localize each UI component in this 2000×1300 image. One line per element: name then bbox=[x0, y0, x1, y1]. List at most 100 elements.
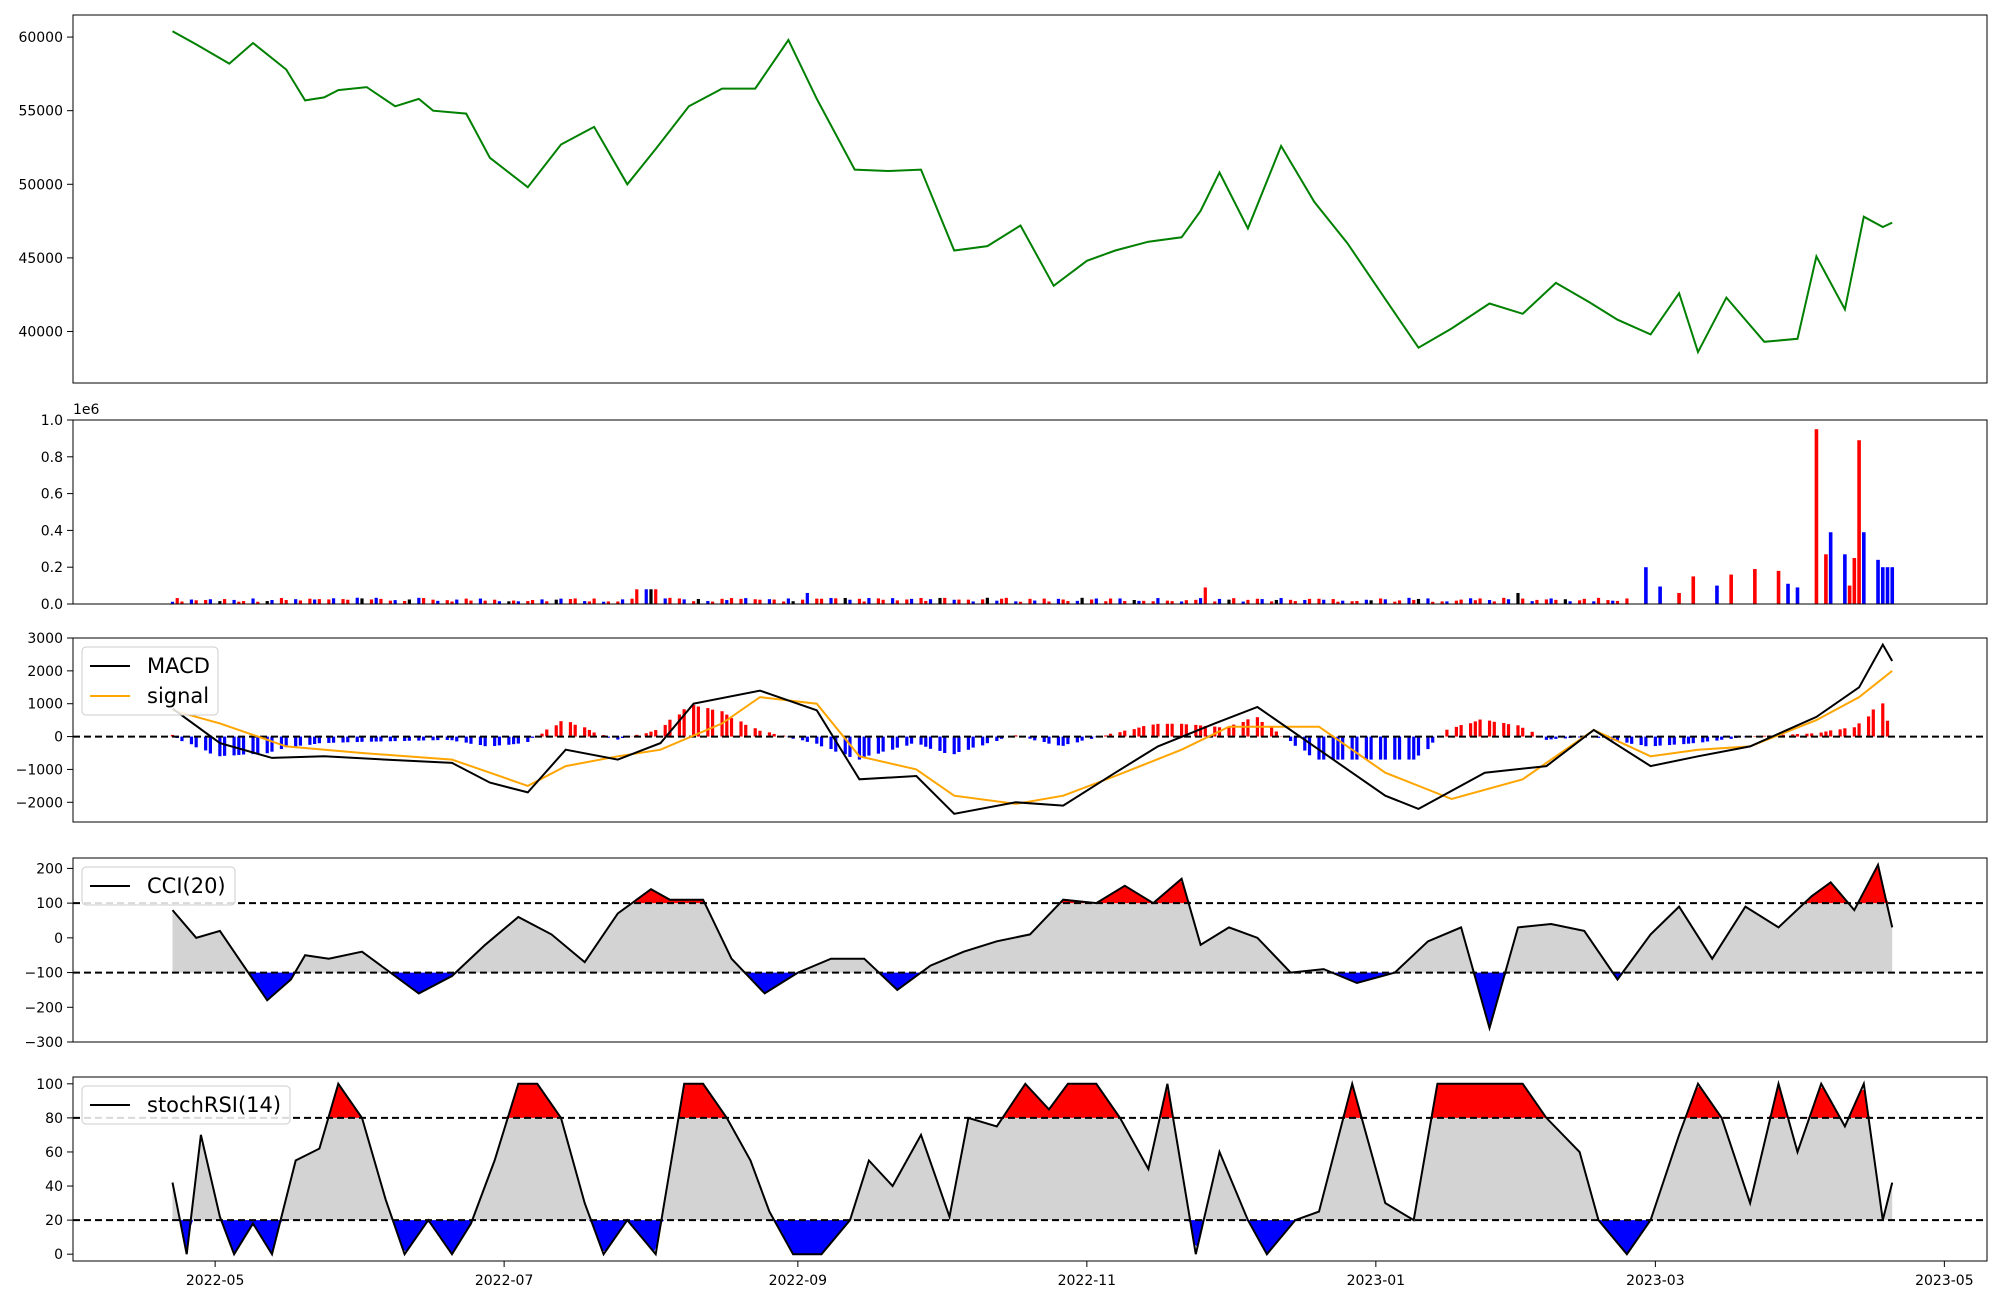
macd-histogram-bar bbox=[857, 736, 862, 760]
cci-point bbox=[616, 912, 619, 915]
volume-bar bbox=[1341, 600, 1345, 604]
stochrsi-point bbox=[493, 1159, 496, 1162]
volume-ytick-label: 0.4 bbox=[41, 523, 63, 539]
macd-histogram-bar bbox=[1625, 736, 1629, 743]
volume-bar bbox=[1132, 600, 1136, 604]
price-point bbox=[1881, 225, 1884, 228]
cci-point bbox=[1152, 902, 1155, 905]
signal-point bbox=[285, 745, 288, 748]
volume-bar bbox=[616, 601, 620, 604]
volume-bar bbox=[1426, 598, 1430, 604]
macd-histogram-bar bbox=[668, 719, 672, 737]
macd-histogram-bar bbox=[464, 736, 468, 743]
price-point bbox=[465, 112, 468, 115]
price-point bbox=[285, 68, 288, 71]
volume-bar bbox=[1246, 599, 1250, 604]
macd-histogram-bar bbox=[1667, 736, 1672, 746]
volume-bar bbox=[791, 601, 795, 604]
volume-bar bbox=[559, 598, 563, 604]
volume-bar bbox=[507, 601, 511, 604]
macd-histogram-bar bbox=[1307, 736, 1312, 756]
volume-bar bbox=[1530, 601, 1534, 604]
cci-point bbox=[1199, 943, 1202, 946]
macd-histogram-bar bbox=[1819, 732, 1823, 737]
price-point bbox=[195, 43, 198, 46]
cci-point bbox=[1516, 926, 1519, 929]
cci-point bbox=[1711, 957, 1714, 960]
volume-bar bbox=[1303, 599, 1307, 604]
cci-point bbox=[1460, 926, 1463, 929]
cci-point bbox=[304, 954, 307, 957]
macd-histogram-bar bbox=[938, 736, 942, 751]
price-line bbox=[172, 30, 1893, 355]
price-point bbox=[1678, 292, 1681, 295]
volume-bar bbox=[924, 600, 928, 604]
macd-point bbox=[858, 778, 861, 781]
macd-point bbox=[1317, 748, 1320, 751]
macd-histogram-bar bbox=[374, 736, 378, 742]
volume-bar bbox=[919, 597, 923, 604]
volume-bar bbox=[834, 598, 838, 604]
macd-histogram-bar bbox=[1350, 736, 1354, 760]
volume-bar bbox=[421, 598, 426, 604]
macd-histogram-bar bbox=[516, 736, 520, 744]
volume-bar bbox=[1279, 598, 1283, 604]
price-point bbox=[394, 105, 397, 108]
cci-point bbox=[1029, 933, 1032, 936]
stochrsi-point bbox=[294, 1159, 297, 1162]
macd-histogram-bar bbox=[1838, 729, 1842, 737]
stochrsi-point bbox=[602, 1253, 605, 1256]
macd-histogram-bar bbox=[843, 736, 847, 755]
macd-histogram-bar bbox=[1701, 736, 1705, 743]
volume-bar bbox=[1378, 598, 1383, 604]
macd-histogram-bar bbox=[767, 732, 772, 737]
volume-bar bbox=[1843, 554, 1847, 604]
volume-bar bbox=[1033, 600, 1037, 604]
macd-histogram-bar bbox=[1468, 723, 1473, 737]
macd-histogram-bar bbox=[1336, 736, 1340, 760]
stochrsi-point bbox=[318, 1147, 321, 1150]
macd-legend-label: MACD bbox=[147, 654, 210, 678]
cci-panel: −300 −200 −100 0 100 200 CCI(20) bbox=[25, 857, 1988, 1051]
stochrsi-point bbox=[1166, 1082, 1169, 1085]
macd-histogram-bar bbox=[1322, 736, 1326, 760]
volume-bar bbox=[331, 598, 336, 604]
volume-bar bbox=[943, 597, 947, 604]
macd-histogram-bar bbox=[1056, 736, 1061, 746]
macd-histogram-bar bbox=[649, 731, 653, 737]
volume-bar bbox=[568, 598, 573, 604]
volume-bar bbox=[1307, 598, 1312, 604]
macd-histogram-bar bbox=[1563, 736, 1567, 739]
signal-point bbox=[659, 748, 662, 751]
stochrsi-point bbox=[1119, 1116, 1122, 1119]
volume-bar bbox=[952, 599, 956, 604]
volume-bar bbox=[237, 601, 241, 604]
volume-bar bbox=[379, 598, 383, 604]
volume-bar bbox=[204, 599, 208, 604]
cci-ytick-label: 100 bbox=[36, 896, 63, 912]
price-ytick-label: 50000 bbox=[18, 177, 63, 193]
macd-histogram-bar bbox=[1549, 736, 1553, 740]
stochrsi-point bbox=[702, 1082, 705, 1085]
macd-histogram-bar bbox=[677, 714, 682, 737]
volume-ytick-label: 0.2 bbox=[41, 560, 63, 576]
macd-histogram-bar bbox=[1653, 736, 1657, 747]
macd-histogram-bar bbox=[317, 736, 321, 744]
macd-point bbox=[488, 781, 491, 784]
stochrsi-point bbox=[1218, 1150, 1221, 1153]
macd-histogram-bar bbox=[403, 736, 407, 741]
cci-point bbox=[583, 961, 586, 964]
volume-bar bbox=[786, 598, 790, 604]
macd-histogram-bar bbox=[379, 736, 383, 742]
macd-histogram-bar bbox=[725, 714, 729, 737]
signal-point bbox=[721, 722, 724, 725]
macd-histogram-bar bbox=[616, 736, 620, 740]
volume-bar bbox=[346, 599, 350, 604]
macd-histogram-bar bbox=[1644, 736, 1648, 747]
stochrsi-ytick-label: 60 bbox=[45, 1145, 63, 1161]
price-point bbox=[721, 87, 724, 90]
signal-legend-label: signal bbox=[147, 684, 209, 708]
volume-bar bbox=[360, 598, 364, 604]
macd-histogram-bar bbox=[478, 736, 483, 745]
signal-point bbox=[1858, 696, 1861, 699]
